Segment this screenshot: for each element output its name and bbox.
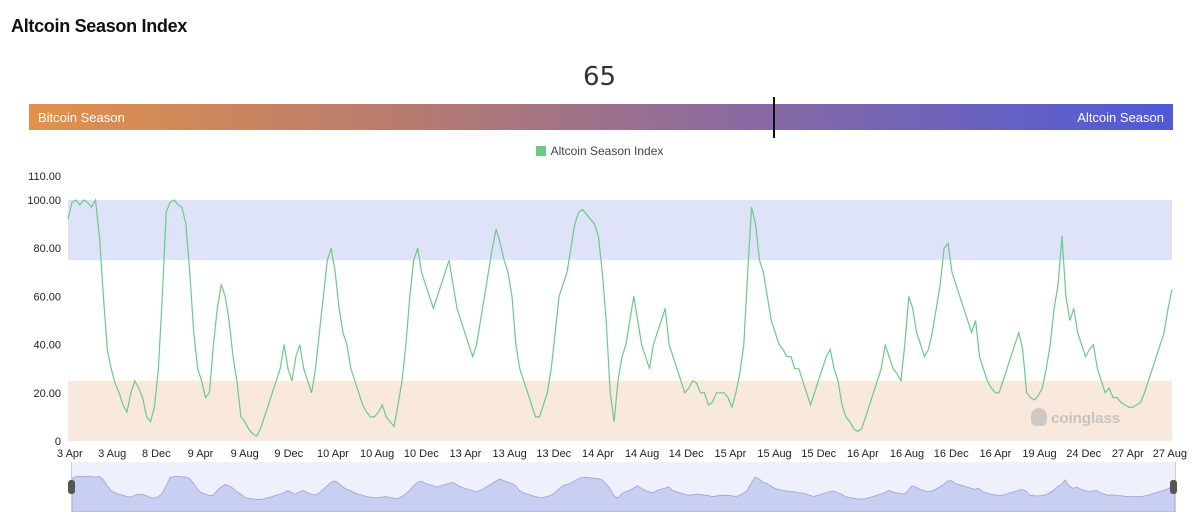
y-tick-label: 80.00 xyxy=(33,243,61,255)
gauge-indicator-marker xyxy=(772,97,775,138)
bitcoin-season-label: Bitcoin Season xyxy=(38,110,125,125)
y-axis: 0 20.00 40.00 60.00 80.00 100.00 110.00 xyxy=(27,171,61,448)
navigator-right-handle[interactable] xyxy=(1170,480,1177,494)
x-tick-label: 27 Aug xyxy=(1153,448,1187,460)
index-value: 65 xyxy=(582,62,617,92)
y-tick-label: 60.00 xyxy=(33,291,61,303)
altcoin-season-zone xyxy=(68,200,1172,261)
x-tick-label: 9 Apr xyxy=(188,448,214,460)
x-tick-label: 13 Dec xyxy=(536,448,571,460)
coinglass-logo-icon xyxy=(1031,408,1047,426)
x-tick-label: 14 Apr xyxy=(582,448,614,460)
navigator-left-handle[interactable] xyxy=(68,480,75,494)
x-tick-label: 16 Aug xyxy=(890,448,924,460)
page-title: Altcoin Season Index xyxy=(11,16,188,36)
x-tick-label: 24 Dec xyxy=(1066,448,1101,460)
y-tick-label: 20.00 xyxy=(33,388,61,400)
x-tick-label: 16 Apr xyxy=(847,448,879,460)
bitcoin-season-zone xyxy=(68,380,1172,441)
range-navigator[interactable] xyxy=(71,462,1176,512)
x-tick-label: 10 Dec xyxy=(404,448,439,460)
x-tick-label: 8 Dec xyxy=(142,448,171,460)
x-tick-label: 14 Dec xyxy=(669,448,704,460)
season-gauge-bar: Bitcoin Season Altcoin Season xyxy=(29,104,1173,130)
x-tick-label: 9 Aug xyxy=(231,448,259,460)
legend-swatch xyxy=(535,146,546,156)
watermark: coinglass xyxy=(1031,408,1120,427)
y-tick-label: 0 xyxy=(55,436,61,448)
x-tick-label: 14 Aug xyxy=(625,448,659,460)
y-tick-label: 40.00 xyxy=(33,340,61,352)
x-axis: 3 Apr 3 Aug 8 Dec 9 Apr 9 Aug 9 Dec 10 Apr 10 A… xyxy=(57,448,1187,460)
x-tick-label: 16 Apr xyxy=(979,448,1011,460)
legend-label: Altcoin Season Index xyxy=(550,144,664,158)
x-tick-label: 16 Dec xyxy=(934,448,969,460)
x-tick-label: 3 Apr xyxy=(57,448,83,460)
x-tick-label: 13 Aug xyxy=(492,448,526,460)
x-tick-label: 3 Aug xyxy=(98,448,126,460)
x-tick-label: 13 Apr xyxy=(450,448,482,460)
x-tick-label: 15 Aug xyxy=(757,448,791,460)
x-tick-label: 15 Apr xyxy=(714,448,746,460)
altcoin-season-label: Altcoin Season xyxy=(1077,110,1164,125)
series-line-altcoin-season-index xyxy=(67,198,1173,438)
x-tick-label: 10 Apr xyxy=(317,448,349,460)
x-tick-label: 19 Aug xyxy=(1022,448,1056,460)
navigator-series-area xyxy=(72,475,1175,512)
x-tick-label: 27 Apr xyxy=(1112,448,1144,460)
chart-legend[interactable]: Altcoin Season Index xyxy=(0,144,1199,158)
x-tick-label: 9 Dec xyxy=(274,448,303,460)
y-tick-label: 100.00 xyxy=(27,195,61,207)
y-tick-label: 110.00 xyxy=(28,171,61,183)
x-tick-label: 10 Aug xyxy=(360,448,394,460)
x-tick-label: 15 Dec xyxy=(801,448,836,460)
